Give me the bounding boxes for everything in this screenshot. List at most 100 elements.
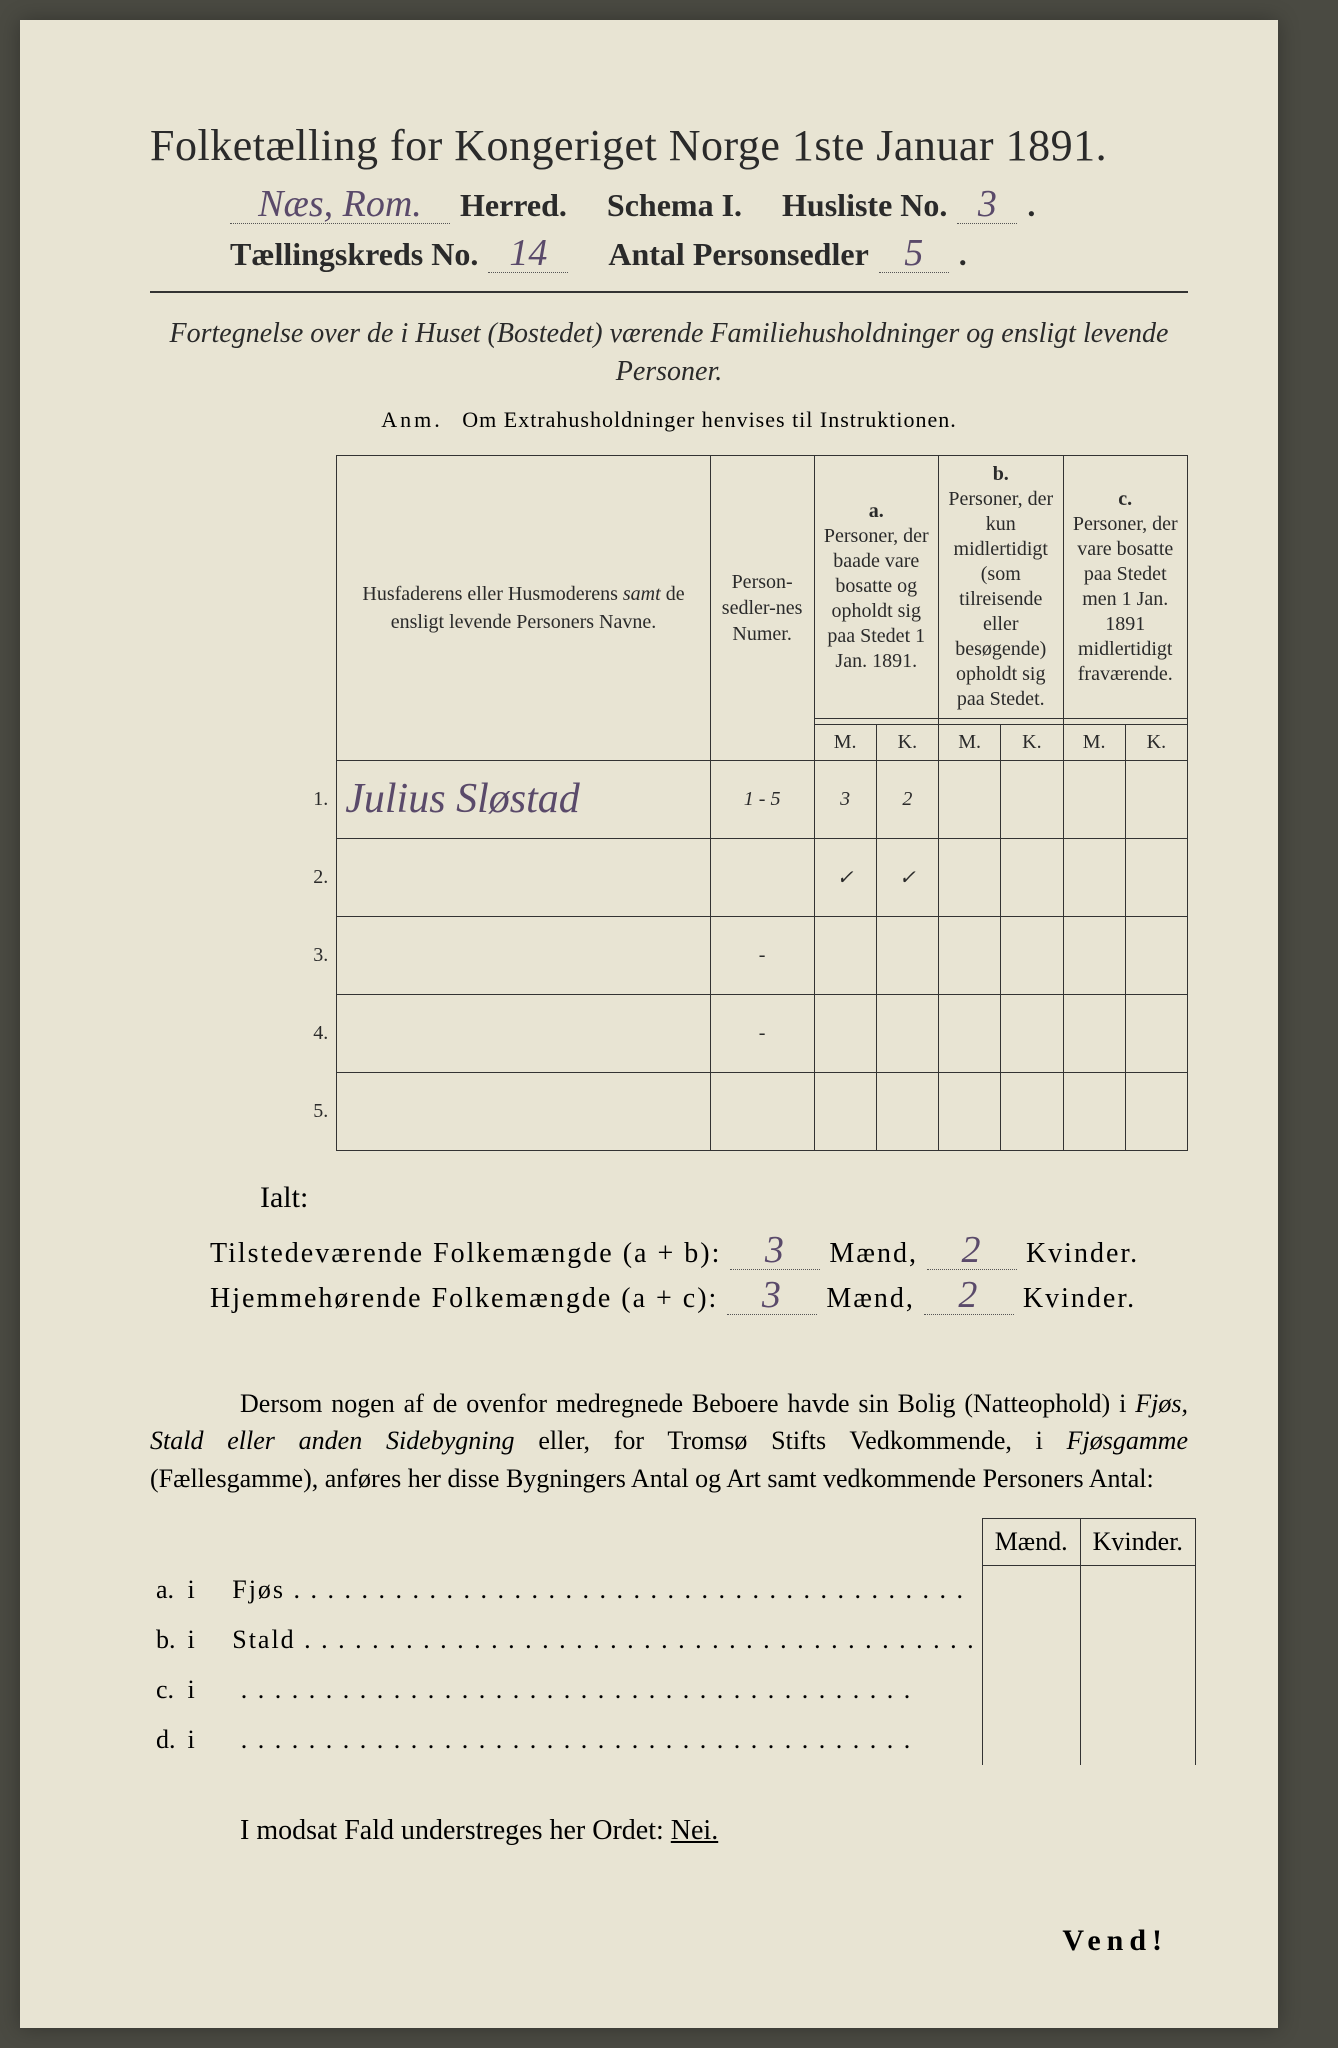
resident-m: 3 [727,1276,817,1315]
byg-i: i [182,1565,201,1615]
table-row: 2. ✓✓ [150,838,1188,916]
byg-k-cell [1080,1615,1195,1665]
col-c-m: M. [1063,724,1125,760]
nei-line: I modsat Fald understreges her Ordet: Ne… [240,1815,1188,1847]
b-k-cell [1001,760,1063,838]
b-k-cell [1001,838,1063,916]
name-cell [337,1072,711,1150]
c-m-cell [1063,994,1125,1072]
b-m-cell [939,1072,1001,1150]
col-b-m: M. [939,724,1001,760]
c-k-cell [1125,838,1187,916]
antal-label: Antal Personsedler [608,236,868,273]
col-header-navne: Husfaderens eller Husmoderens samt de en… [337,455,711,760]
byg-i: i [182,1715,201,1765]
col-header-numer: Person-sedler-nes Numer. [710,455,814,760]
col-header-a: a. Personer, der baade vare bosatte og o… [814,455,939,718]
byg-i: i [182,1615,201,1665]
schema-label: Schema I. [607,187,742,224]
table-row: 1.Julius Sløstad1 - 532 [150,760,1188,838]
page-title: Folketælling for Kongeriget Norge 1ste J… [150,120,1188,171]
byg-label: Fjøs . . . . . . . . . . . . . . . . . .… [201,1565,982,1615]
husliste-label: Husliste No. [782,187,947,224]
byg-m-cell [982,1615,1080,1665]
a-k-cell [876,994,938,1072]
anm-prefix: Anm. [381,407,443,432]
kreds-label: Tællingskreds No. [230,236,478,273]
a-m-cell: 3 [814,760,876,838]
numer-cell: 1 - 5 [710,760,814,838]
numer-cell: - [710,994,814,1072]
row-number: 4. [150,994,337,1072]
header-line-2: Næs, Rom. Herred. Schema I. Husliste No.… [150,185,1188,224]
fortegnelse-text: Fortegnelse over de i Huset (Bostedet) v… [150,315,1188,391]
name-cell [337,838,711,916]
c-k-cell [1125,760,1187,838]
a-k-cell [876,1072,938,1150]
table-row: 5. [150,1072,1188,1150]
a-m-cell: ✓ [814,838,876,916]
header-line-3: Tællingskreds No. 14 Antal Personsedler … [150,234,1188,273]
byg-row: a.i Fjøs . . . . . . . . . . . . . . . .… [150,1565,1195,1615]
total-resident: Hjemmehørende Folkemængde (a + c): 3 Mæn… [210,1276,1188,1315]
row-number: 3. [150,916,337,994]
b-m-cell [939,994,1001,1072]
anm-text: Om Extrahusholdninger henvises til Instr… [462,407,956,432]
c-k-cell [1125,1072,1187,1150]
col-header-c: c. Personer, der vare bosatte paa Stedet… [1063,455,1188,718]
byg-label: . . . . . . . . . . . . . . . . . . . . … [201,1715,982,1765]
byg-letter: d. [150,1715,182,1765]
byg-letter: b. [150,1615,182,1665]
byg-k-cell [1080,1665,1195,1715]
resident-k: 2 [924,1276,1014,1315]
present-k: 2 [927,1231,1017,1270]
byg-label: Stald . . . . . . . . . . . . . . . . . … [201,1615,982,1665]
byg-table: Mænd. Kvinder. a.i Fjøs . . . . . . . . … [150,1518,1196,1766]
byg-letter: c. [150,1665,182,1715]
col-b-k: K. [1001,724,1063,760]
table-row: 4. - [150,994,1188,1072]
table-row: 3.- [150,916,1188,994]
byg-maend: Mænd. [982,1518,1080,1565]
location-field: Næs, Rom. [230,185,450,224]
husliste-no: 3 [957,185,1017,224]
c-k-cell [1125,994,1187,1072]
anm-line: Anm. Om Extrahusholdninger henvises til … [150,407,1188,433]
divider [150,291,1188,293]
byg-kvinder: Kvinder. [1080,1518,1195,1565]
byg-m-cell [982,1565,1080,1615]
b-m-cell [939,838,1001,916]
byg-row: c.i . . . . . . . . . . . . . . . . . . … [150,1665,1195,1715]
vend-label: Vend! [1062,1924,1168,1958]
row-number: 5. [150,1072,337,1150]
byg-k-cell [1080,1565,1195,1615]
byg-letter: a. [150,1565,182,1615]
a-m-cell [814,994,876,1072]
a-k-cell: 2 [876,760,938,838]
a-k-cell: ✓ [876,838,938,916]
col-a-m: M. [814,724,876,760]
a-m-cell [814,916,876,994]
ialt-label: Ialt: [260,1181,1188,1215]
byg-label: . . . . . . . . . . . . . . . . . . . . … [201,1665,982,1715]
col-c-k: K. [1125,724,1187,760]
kreds-no: 14 [488,234,568,273]
b-k-cell [1001,1072,1063,1150]
present-m: 3 [730,1231,820,1270]
row-number: 2. [150,838,337,916]
census-form-page: Folketælling for Kongeriget Norge 1ste J… [20,20,1278,2028]
herred-label: Herred. [460,187,567,224]
a-m-cell [814,1072,876,1150]
name-cell [337,916,711,994]
b-k-cell [1001,916,1063,994]
total-present: Tilstedeværende Folkemængde (a + b): 3 M… [210,1231,1188,1270]
b-k-cell [1001,994,1063,1072]
antal-no: 5 [879,234,949,273]
dersom-paragraph: Dersom nogen af de ovenfor medregnede Be… [150,1385,1188,1498]
b-m-cell [939,916,1001,994]
nei-word: Nei. [671,1815,718,1846]
c-m-cell [1063,916,1125,994]
col-a-k: K. [876,724,938,760]
name-cell: Julius Sløstad [337,760,711,838]
b-m-cell [939,760,1001,838]
